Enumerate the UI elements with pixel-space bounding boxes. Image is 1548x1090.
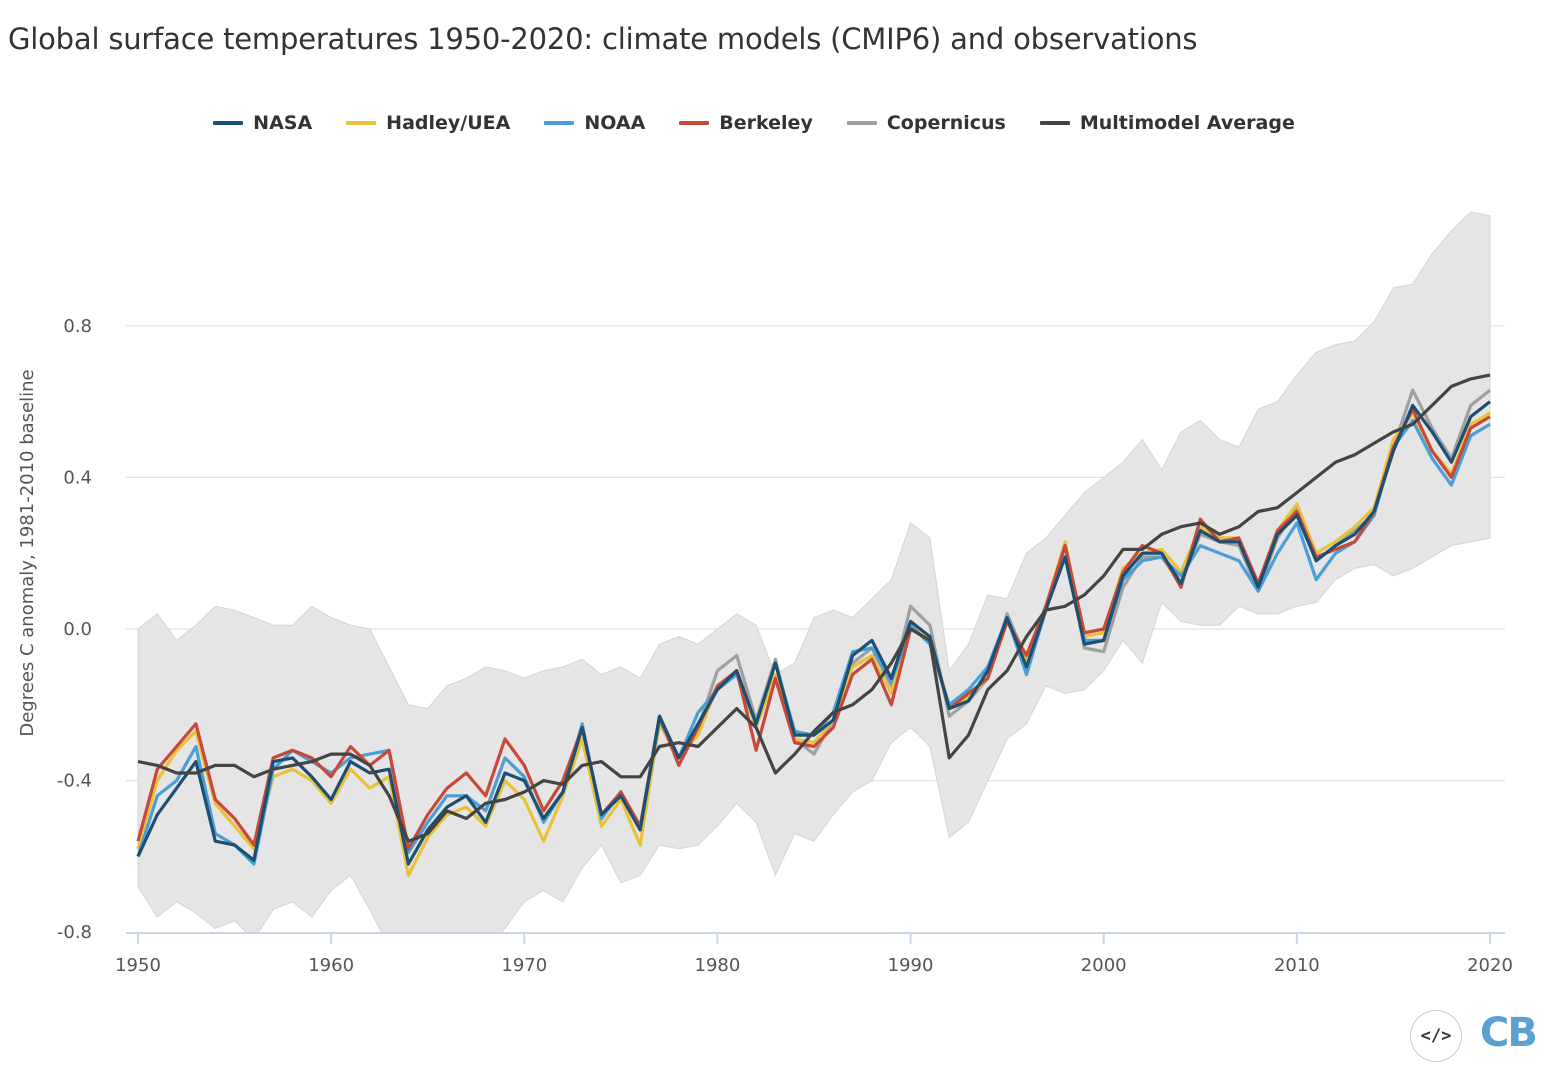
legend-label: Multimodel Average [1079, 112, 1295, 134]
legend-label: NASA [253, 112, 313, 134]
legend-swatch [846, 121, 877, 125]
y-tick-label: 0.0 [63, 619, 92, 640]
series-line-nasa [136, 400, 1491, 866]
x-tick-label: 1980 [695, 955, 741, 976]
series-line-multimodel-average [137, 373, 1491, 843]
legend-item-noaa[interactable]: NOAA [544, 112, 645, 134]
legend-item-berkeley[interactable]: Berkeley [679, 112, 813, 134]
x-tick-label: 1970 [501, 955, 547, 976]
x-tick-label: 2020 [1467, 955, 1513, 976]
x-tick-label: 2010 [1274, 955, 1320, 976]
code-glyph: </> [1420, 1026, 1452, 1046]
y-axis-label: Degrees C anomaly, 1981-2010 baseline [17, 369, 38, 736]
logo-text: CB [1480, 1010, 1538, 1056]
legend-label: NOAA [584, 112, 646, 134]
legend-swatch [346, 121, 377, 125]
legend-swatch [213, 121, 244, 125]
y-tick-label: 0.4 [63, 467, 92, 488]
model-range-band [137, 211, 1491, 933]
legend-item-multimodel-average[interactable]: Multimodel Average [1039, 112, 1295, 134]
x-tick-label: 1960 [308, 955, 354, 976]
legend-item-hadley-uea[interactable]: Hadley/UEA [346, 112, 510, 134]
legend-swatch [679, 121, 710, 125]
y-tick-label: 0.8 [63, 316, 92, 337]
legend-item-nasa[interactable]: NASA [213, 112, 312, 134]
x-tick-label: 2000 [1081, 955, 1127, 976]
x-tick-label: 1990 [888, 955, 934, 976]
legend-label: Copernicus [886, 112, 1006, 134]
legend: NASA Hadley/UEA NOAA Berkeley Copernicus Mult… [0, 112, 1528, 134]
legend-item-copernicus[interactable]: Copernicus [846, 112, 1006, 134]
chart-title: Global surface temperatures 1950-2020: c… [8, 22, 1198, 56]
carbon-brief-logo: </> CB [1410, 1004, 1538, 1062]
legend-swatch [544, 121, 575, 125]
y-tick-label: -0.4 [57, 771, 92, 792]
legend-swatch [1039, 121, 1070, 125]
code-embed-icon[interactable]: </> [1410, 1010, 1462, 1062]
legend-label: Hadley/UEA [386, 112, 511, 134]
legend-label: Berkeley [719, 112, 813, 134]
x-tick-label: 1950 [115, 955, 161, 976]
y-tick-label: -0.8 [57, 922, 92, 943]
